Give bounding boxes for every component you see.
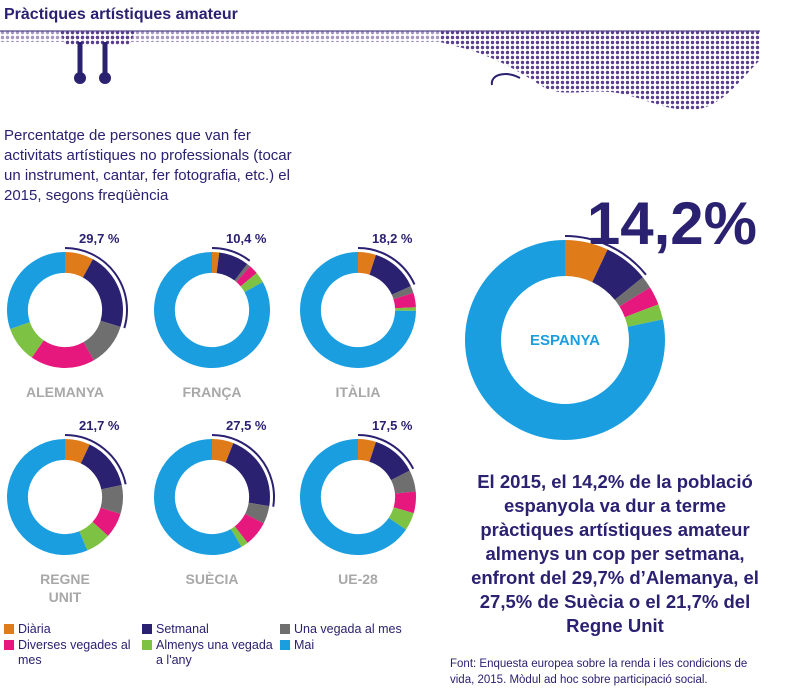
- legend-swatch: [142, 640, 152, 650]
- donut-segment: [234, 513, 264, 543]
- donut-segment: [565, 240, 608, 283]
- country-label: SUÈCIA: [185, 571, 239, 587]
- country-label: UE-28: [338, 571, 378, 587]
- highlight-arc: [357, 434, 415, 470]
- violin-decoration: [0, 31, 760, 110]
- donut-segment: [358, 252, 376, 275]
- donut-segment: [65, 439, 90, 464]
- donut-segment: [388, 507, 414, 530]
- country-label: FRANÇA: [182, 384, 242, 400]
- donut-segment: [153, 252, 270, 368]
- highlight-arc: [357, 247, 416, 285]
- highlight-label: 27,5 %: [226, 418, 267, 433]
- donut-segment: [92, 507, 121, 536]
- donut-segment: [391, 470, 416, 494]
- donut-segment: [300, 439, 406, 555]
- subtitle: Percentatge de persones que van fer acti…: [4, 127, 292, 204]
- donut-segment: [234, 263, 251, 283]
- legend-label: Diària: [18, 622, 51, 636]
- spain-big-value: 14,2%: [587, 190, 757, 257]
- donut-segment: [212, 252, 220, 274]
- legend-label: Setmanal: [156, 622, 209, 636]
- title: Pràctiques artístiques amateur: [4, 6, 238, 23]
- country-label: ESPANYA: [530, 332, 600, 349]
- donut-segment: [245, 502, 270, 524]
- highlight-label: 21,7 %: [79, 418, 120, 433]
- highlight-label: 29,7 %: [79, 231, 120, 246]
- donut-segment: [153, 439, 242, 555]
- donut-segment: [82, 259, 123, 327]
- donut-segment: [65, 252, 93, 278]
- source: Font: Enquesta europea sobre la renda i …: [450, 658, 748, 686]
- donut-segment: [6, 252, 66, 329]
- donut-segment: [80, 444, 122, 490]
- donut-segment: [240, 273, 263, 293]
- donut-segment: [212, 439, 234, 463]
- donut-segment: [216, 252, 248, 281]
- country-label: ALEMANYA: [25, 384, 105, 400]
- highlight-arc: [211, 434, 275, 507]
- legend-label: Almenys una vegada a l'any: [156, 638, 273, 667]
- country-label: ITÀLIA: [335, 384, 381, 400]
- highlight-label: 17,5 %: [372, 418, 413, 433]
- donut-segment: [236, 266, 257, 287]
- donut-segment: [31, 340, 94, 368]
- highlight-label: 18,2 %: [372, 231, 413, 246]
- donut-segment: [358, 438, 376, 462]
- donut-segment: [100, 485, 123, 514]
- donut-segment: [391, 286, 414, 300]
- country-label: REGNE UNIT: [40, 571, 90, 605]
- legend-label: Una vegada al mes: [294, 622, 402, 636]
- legend-swatch: [4, 640, 14, 650]
- donut-segment: [225, 443, 270, 507]
- summary: El 2015, el 14,2% de la població espanyo…: [471, 471, 759, 636]
- donut-segment: [395, 307, 417, 311]
- donut-segment: [10, 322, 44, 358]
- donut-segment: [393, 292, 416, 309]
- legend-label: Mai: [294, 638, 315, 652]
- donut-segment: [7, 439, 88, 555]
- highlight-label: 10,4 %: [226, 231, 267, 246]
- legend-swatch: [142, 624, 152, 634]
- donut-segment: [393, 491, 416, 514]
- legend-swatch: [280, 640, 290, 650]
- donut-segment: [624, 304, 663, 327]
- donut-segment: [619, 287, 659, 318]
- donut-segment: [299, 252, 416, 368]
- highlight-arc: [564, 235, 647, 276]
- legend-label: Diverses vegades al mes: [18, 638, 131, 667]
- highlight-arc: [64, 434, 127, 485]
- donut-segment: [592, 249, 643, 300]
- donut-segment: [369, 254, 411, 295]
- donut-segment: [369, 441, 410, 481]
- donut-segment: [230, 526, 248, 547]
- highlight-arc: [211, 247, 251, 262]
- donut-segment: [83, 320, 121, 361]
- donut-segment: [614, 277, 651, 307]
- donut-segment: [79, 521, 109, 551]
- donut-segment: [464, 240, 666, 440]
- legend-swatch: [4, 624, 14, 634]
- highlight-arc: [64, 247, 128, 329]
- legend-swatch: [280, 624, 290, 634]
